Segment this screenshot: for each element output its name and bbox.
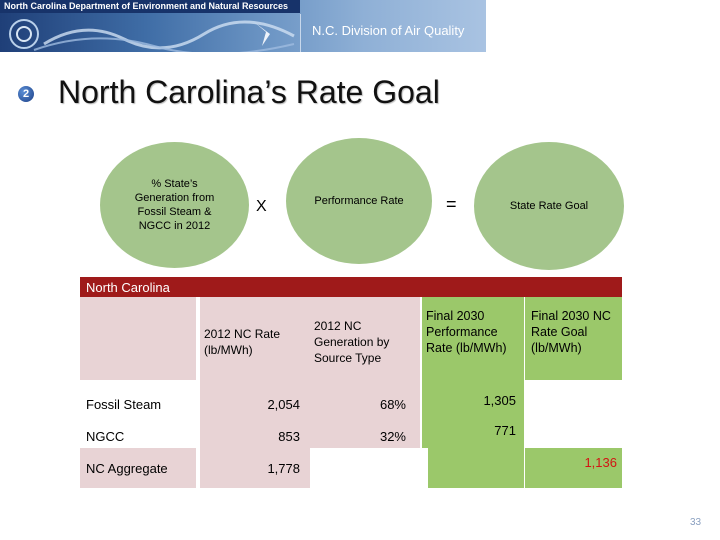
table-cell-aggregate-label (80, 448, 196, 488)
row-label-ngcc: NGCC (86, 429, 125, 444)
generation-fossil-steam: 68% (379, 397, 406, 412)
slide-number-badge: 2 (18, 86, 34, 102)
page-number: 33 (690, 517, 702, 528)
column-header-generation: 2012 NC Generation by Source Type (314, 319, 390, 365)
performance-rate-circle: Performance Rate (286, 138, 432, 264)
generation-ngcc: 32% (379, 429, 406, 444)
rate-fossil-steam: 2,054 (267, 397, 300, 412)
column-header-rate: 2012 NC Rate (lb/MWh) (204, 327, 281, 357)
performance-ngcc: 771 (494, 423, 516, 438)
row-label-nc-aggregate: NC Aggregate (86, 461, 168, 476)
table-cell-blank (80, 297, 196, 380)
column-header-performance: Final 2030 Performance Rate (lb/MWh) (426, 309, 507, 355)
department-strip (0, 0, 300, 13)
state-generation-circle: % State’s Generation from Fossil Steam &… (100, 142, 249, 268)
division-name: N.C. Division of Air Quality (312, 23, 465, 38)
state-generation-text: % State’s Generation from Fossil Steam &… (134, 178, 215, 232)
table-column-generation (310, 297, 420, 448)
banner-divider (300, 14, 301, 52)
bird-icon (254, 22, 270, 46)
table-cell-nc-goal-header (525, 297, 622, 380)
rate-ngcc: 853 (278, 429, 300, 444)
table-column-rate (200, 297, 310, 488)
department-name: North Carolina Department of Environment… (4, 1, 289, 11)
column-header-nc-goal: Final 2030 NC Rate Goal (lb/MWh) (531, 309, 611, 355)
header-banner: North Carolina Department of Environment… (0, 0, 486, 52)
table-column-performance (422, 297, 524, 448)
performance-fossil-steam: 1,305 (483, 393, 516, 408)
rate-nc-aggregate: 1,778 (267, 461, 300, 476)
banner-art (9, 19, 295, 52)
multiply-operator: X (256, 198, 267, 215)
state-rate-goal-circle: State Rate Goal (474, 142, 624, 270)
table-title: North Carolina (86, 280, 170, 295)
performance-rate-text: Performance Rate (314, 195, 404, 207)
slide-title: North Carolina’s Rate Goal (58, 74, 440, 110)
row-label-fossil-steam: Fossil Steam (86, 397, 162, 412)
state-rate-goal-text: State Rate Goal (509, 200, 589, 212)
table-cell-nc-goal-value (525, 448, 622, 488)
equals-operator: = (446, 194, 457, 214)
table-header-bar: North Carolina (80, 277, 622, 297)
table-cell-aggregate-performance (428, 448, 524, 488)
nc-rate-goal-value: 1,136 (584, 455, 617, 470)
